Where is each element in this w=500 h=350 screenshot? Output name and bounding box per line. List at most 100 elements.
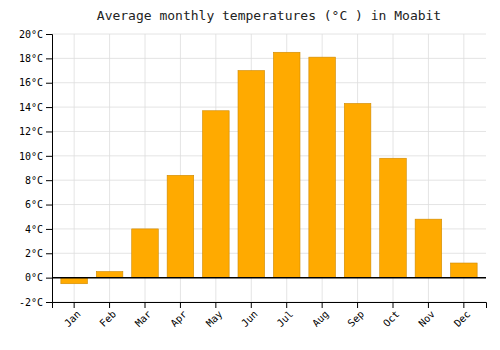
x-tick-mark <box>74 302 75 308</box>
y-axis: -2°C0°C2°C4°C6°C8°C10°C12°C14°C16°C18°C2… <box>19 29 53 308</box>
x-tick: Jan <box>62 302 83 329</box>
y-tick: 16°C <box>19 77 52 88</box>
bars <box>61 52 477 283</box>
bar <box>415 219 442 277</box>
title: Average monthly temperatures (°C ) in Mo… <box>97 8 441 23</box>
bar <box>380 158 407 277</box>
x-tick: Nov <box>416 302 437 329</box>
x-tick-label: Mar <box>133 308 154 329</box>
y-tick-mark <box>46 180 52 181</box>
x-tick-label: May <box>204 308 225 329</box>
bar <box>132 229 159 278</box>
x-tick: Jul <box>275 302 296 329</box>
grid-line-y <box>52 204 486 205</box>
x-axis-line <box>53 303 487 309</box>
x-tick-mark <box>145 302 146 308</box>
y-tick-label: 14°C <box>19 102 43 113</box>
x-tick: Sep <box>346 302 367 329</box>
y-tick-mark <box>46 253 52 254</box>
x-tick-mark <box>109 302 110 308</box>
grid-line-y <box>52 155 486 156</box>
y-tick-mark <box>46 83 52 84</box>
y-axis-line <box>46 35 53 303</box>
x-tick-label: Jan <box>62 308 83 329</box>
x-tick-label: Nov <box>416 308 437 329</box>
y-tick-label: -2°C <box>19 297 43 308</box>
x-tick-label: Apr <box>168 308 189 329</box>
x-tick: Aug <box>310 302 331 329</box>
y-tick: 10°C <box>19 151 52 162</box>
y-tick-mark <box>46 156 52 157</box>
y-tick-label: 2°C <box>25 248 43 259</box>
grid-line-x <box>109 34 110 302</box>
y-tick-mark <box>46 278 52 279</box>
bar <box>203 111 230 278</box>
y-tick: 4°C <box>25 224 52 235</box>
y-tick-mark <box>46 34 52 35</box>
grid-line-y <box>52 34 486 35</box>
bar <box>61 278 88 284</box>
grid-line-x <box>463 34 464 302</box>
x-tick-mark <box>393 302 394 308</box>
bar <box>238 71 265 278</box>
x-tick-mark <box>180 302 181 308</box>
x-tick: Apr <box>168 302 189 329</box>
grid <box>52 34 486 302</box>
y-tick: 18°C <box>19 53 52 64</box>
x-tick: Feb <box>98 302 119 329</box>
x-tick: May <box>204 302 225 329</box>
x-tick-mark <box>428 302 429 308</box>
grid-line-y <box>52 277 486 278</box>
x-tick-mark <box>215 302 216 308</box>
y-tick-label: 20°C <box>19 29 43 40</box>
plot: -2°C0°C2°C4°C6°C8°C10°C12°C14°C16°C18°C2… <box>19 29 487 329</box>
grid-line-x <box>74 34 75 302</box>
x-tick-label: Dec <box>452 308 473 329</box>
y-tick-label: 8°C <box>25 175 43 186</box>
zero-line <box>52 277 486 279</box>
x-tick-label: Aug <box>310 308 331 329</box>
y-tick: 20°C <box>19 29 52 40</box>
bar <box>96 272 123 278</box>
grid-line-y <box>52 107 486 108</box>
y-tick: 2°C <box>25 248 52 259</box>
x-tick-mark <box>322 302 323 308</box>
y-tick-mark <box>46 58 52 59</box>
x-tick-label: Jun <box>239 308 260 329</box>
y-tick-label: 16°C <box>19 77 43 88</box>
y-tick-label: 10°C <box>19 151 43 162</box>
y-tick: 0°C <box>25 272 52 283</box>
x-axis: Jan Feb Mar Apr May Jun Jul Aug Sep Oct Nov Dec <box>53 302 487 329</box>
y-tick: 14°C <box>19 102 52 113</box>
y-tick-mark <box>46 107 52 108</box>
x-tick: Jun <box>239 302 260 329</box>
grid-line-y <box>52 58 486 59</box>
y-tick-label: 0°C <box>25 272 43 283</box>
x-tick-label: Oct <box>381 308 402 329</box>
x-tick-label: Feb <box>98 308 119 329</box>
bar <box>273 52 300 277</box>
bar <box>451 263 478 278</box>
y-tick-label: 18°C <box>19 53 43 64</box>
y-tick-mark <box>46 302 52 303</box>
x-tick-mark <box>357 302 358 308</box>
y-tick-mark <box>46 205 52 206</box>
chart: Average monthly temperatures (°C ) in Mo… <box>0 0 500 350</box>
x-tick-mark <box>463 302 464 308</box>
y-tick-label: 4°C <box>25 224 43 235</box>
x-tick-mark <box>251 302 252 308</box>
y-tick-mark <box>46 229 52 230</box>
y-tick: 8°C <box>25 175 52 186</box>
y-tick: 6°C <box>25 199 52 210</box>
bar <box>309 57 336 277</box>
x-tick-label: Sep <box>346 308 367 329</box>
y-tick-mark <box>46 131 52 132</box>
grid-line-y <box>52 82 486 83</box>
bar <box>344 103 371 277</box>
x-tick: Mar <box>133 302 154 329</box>
x-tick-mark <box>286 302 287 308</box>
x-tick-label: Jul <box>275 308 296 329</box>
y-tick-label: 6°C <box>25 199 43 210</box>
bar <box>167 175 194 277</box>
grid-line-y <box>52 180 486 181</box>
